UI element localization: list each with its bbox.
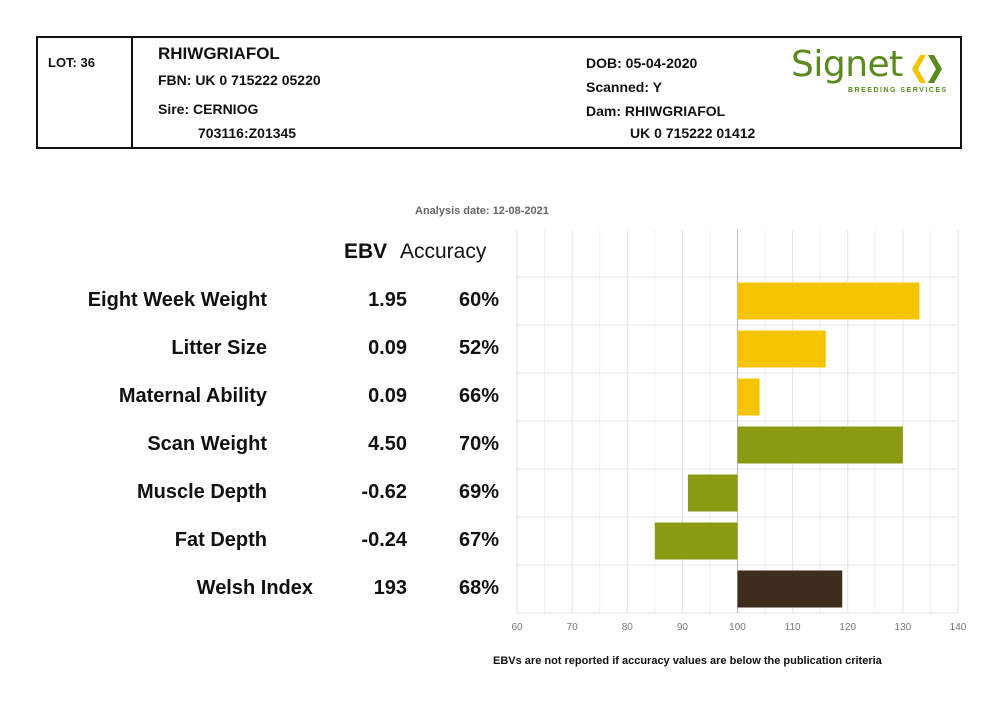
x-tick-label: 110 xyxy=(785,622,801,633)
analysis-date: Analysis date: 12-08-2021 xyxy=(415,205,549,217)
bar-fat-depth xyxy=(654,522,738,560)
x-tick-label: 80 xyxy=(622,622,634,633)
signet-logo: Signet BREEDING SERVICES xyxy=(788,44,948,104)
bar-maternal-ability xyxy=(737,378,760,416)
x-tick-label: 90 xyxy=(677,622,689,633)
flock-book-number: FBN: UK 0 715222 05220 xyxy=(158,72,321,88)
accuracy-value-eight-week-weight: 60% xyxy=(459,289,500,311)
bar-scan-weight xyxy=(737,426,903,464)
x-tick-label: 120 xyxy=(839,622,856,633)
bar-litter-size xyxy=(737,330,826,368)
accuracy-value-muscle-depth: 69% xyxy=(459,481,500,503)
trait-label-fat-depth: Fat Depth xyxy=(174,529,267,551)
bar-eight-week-weight xyxy=(737,282,920,320)
logo-wordmark: Signet xyxy=(791,44,903,85)
accuracy-value-scan-weight: 70% xyxy=(459,433,500,455)
x-tick-label: 70 xyxy=(567,622,579,633)
sire-id: 703116:Z01345 xyxy=(198,125,297,141)
footnote: EBVs are not reported if accuracy values… xyxy=(493,655,882,667)
signet-chevrons-icon xyxy=(912,55,942,83)
dam-name: Dam: RHIWGRIAFOL xyxy=(586,103,726,119)
accuracy-value-maternal-ability: 66% xyxy=(459,385,500,407)
bar-welsh-index xyxy=(737,570,843,608)
ebv-value-muscle-depth: -0.62 xyxy=(361,481,407,503)
ebv-column-header: EBV xyxy=(344,240,388,263)
accuracy-value-welsh-index: 68% xyxy=(459,577,500,599)
sire-name: Sire: CERNIOG xyxy=(158,101,259,117)
x-tick-label: 140 xyxy=(950,622,967,633)
animal-header: LOT: 36 RHIWGRIAFOL FBN: UK 0 715222 052… xyxy=(36,36,962,149)
animal-name: RHIWGRIAFOL xyxy=(158,44,280,63)
trait-label-welsh-index: Welsh Index xyxy=(196,577,313,599)
ebv-value-scan-weight: 4.50 xyxy=(368,433,407,455)
lot-cell: LOT: 36 xyxy=(38,38,133,147)
ebv-value-eight-week-weight: 1.95 xyxy=(368,289,407,311)
logo-subtext: BREEDING SERVICES xyxy=(848,87,948,94)
scanned-status: Scanned: Y xyxy=(586,79,662,95)
trait-label-litter-size: Litter Size xyxy=(171,337,267,359)
trait-label-scan-weight: Scan Weight xyxy=(147,433,267,455)
ebv-value-maternal-ability: 0.09 xyxy=(368,385,407,407)
date-of-birth: DOB: 05-04-2020 xyxy=(586,55,698,71)
trait-label-maternal-ability: Maternal Ability xyxy=(118,385,267,407)
x-tick-label: 60 xyxy=(511,622,523,633)
dam-id: UK 0 715222 01412 xyxy=(630,125,756,141)
lot-number: LOT: 36 xyxy=(48,55,95,70)
trait-label-eight-week-weight: Eight Week Weight xyxy=(87,289,267,311)
bar-muscle-depth xyxy=(687,474,738,512)
ebv-value-litter-size: 0.09 xyxy=(368,337,407,359)
x-tick-label: 100 xyxy=(729,622,746,633)
accuracy-value-litter-size: 52% xyxy=(459,337,500,359)
x-tick-label: 130 xyxy=(895,622,912,633)
ebv-value-welsh-index: 193 xyxy=(373,577,407,599)
trait-label-muscle-depth: Muscle Depth xyxy=(136,481,267,503)
ebv-value-fat-depth: -0.24 xyxy=(361,529,407,551)
accuracy-column-header: Accuracy xyxy=(400,240,487,263)
accuracy-value-fat-depth: 67% xyxy=(459,529,500,551)
